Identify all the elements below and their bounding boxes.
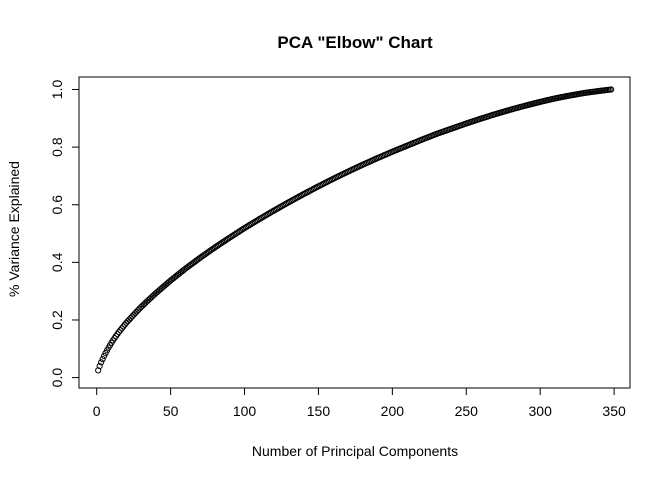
x-tick-label: 150 <box>307 403 331 419</box>
y-tick-label: 0.8 <box>49 137 65 157</box>
x-tick-label: 200 <box>381 403 405 419</box>
data-point <box>118 325 125 332</box>
data-point <box>96 362 103 370</box>
x-tick-label: 0 <box>93 403 101 419</box>
data-point <box>120 323 127 330</box>
y-tick-label: 0.0 <box>49 368 65 388</box>
data-point <box>608 86 615 93</box>
plot-frame <box>78 76 631 389</box>
data-points <box>95 86 615 374</box>
x-tick-label: 350 <box>602 403 626 419</box>
y-axis-label: % Variance Explained <box>6 161 22 297</box>
x-tick-label: 50 <box>163 403 179 419</box>
x-tick-label: 300 <box>529 403 553 419</box>
y-tick-label: 0.6 <box>49 195 65 215</box>
data-point <box>99 356 106 363</box>
y-tick-label: 0.4 <box>49 252 65 272</box>
chart-title: PCA "Elbow" Chart <box>277 33 433 52</box>
y-tick-label: 0.2 <box>49 310 65 330</box>
data-point <box>115 328 122 336</box>
data-point <box>98 359 105 366</box>
data-point <box>117 327 124 334</box>
x-axis: 0 50 100 150 200 250 300 350 <box>93 387 626 419</box>
y-axis: 0.0 0.2 0.4 0.6 0.8 1.0 <box>49 80 80 388</box>
x-tick-label: 100 <box>233 403 257 419</box>
y-tick-label: 1.0 <box>49 80 65 100</box>
x-axis-label: Number of Principal Components <box>252 443 458 459</box>
x-tick-label: 250 <box>455 403 479 419</box>
